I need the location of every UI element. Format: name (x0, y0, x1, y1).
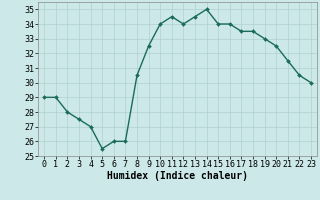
X-axis label: Humidex (Indice chaleur): Humidex (Indice chaleur) (107, 171, 248, 181)
